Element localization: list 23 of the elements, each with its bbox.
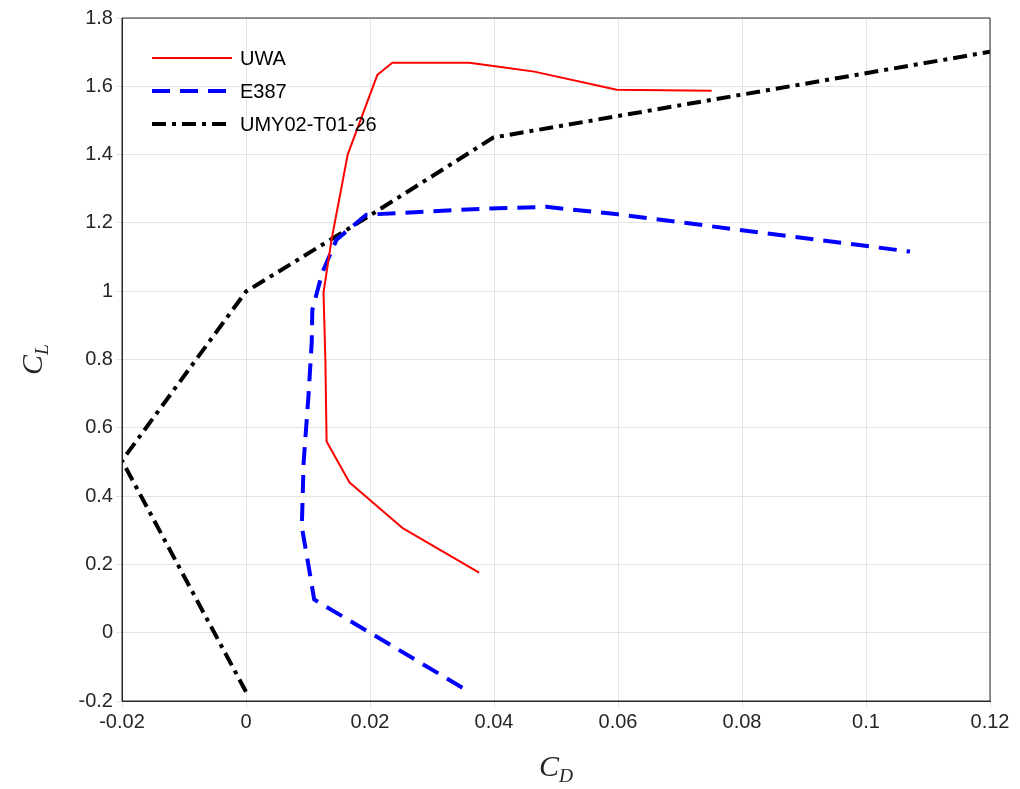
- x-tick-label: 0.1: [852, 709, 880, 732]
- y-tick-label: 1.4: [85, 142, 113, 165]
- y-tick-label: 0.2: [85, 551, 113, 574]
- y-axis-title: CL: [15, 344, 52, 375]
- y-tick-label: 1: [101, 278, 113, 301]
- x-tick-label: 0.02: [350, 709, 390, 732]
- y-tick-label: 0.4: [85, 483, 113, 506]
- x-tick-label: 0.08: [722, 709, 762, 732]
- legend-label: E387: [240, 79, 287, 102]
- legend-label: UWA: [240, 46, 287, 69]
- x-tick-label: -0.02: [99, 709, 145, 732]
- x-tick-label: 0.12: [970, 709, 1010, 732]
- y-tick-label: -0.2: [78, 688, 113, 711]
- x-tick-label: 0: [240, 709, 252, 732]
- y-tick-label: 0: [101, 620, 113, 643]
- y-tick-label: 0.6: [85, 415, 113, 438]
- y-tick-label: 0.8: [85, 347, 113, 370]
- line-series: [299, 204, 913, 690]
- y-tick-label: 1.6: [85, 73, 113, 96]
- y-tick-label: 1.8: [85, 5, 113, 28]
- y-tick-label: 1.2: [85, 210, 113, 233]
- x-tick-label: 0.04: [474, 709, 514, 732]
- x-tick-label: 0.06: [598, 709, 638, 732]
